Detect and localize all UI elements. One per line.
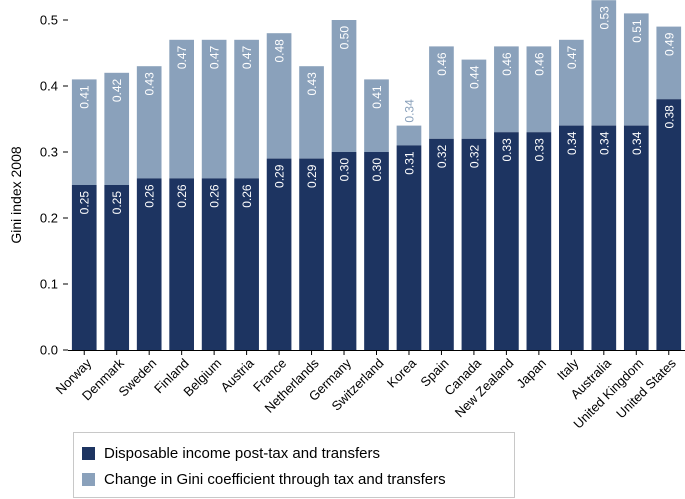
x-tick-label: Italy bbox=[554, 355, 582, 383]
data-label-change-in-gini: 0.44 bbox=[467, 65, 481, 89]
bar-disposable-income bbox=[461, 138, 487, 350]
x-tick-label: Austria bbox=[218, 355, 258, 395]
bar-disposable-income bbox=[104, 185, 130, 350]
bar-disposable-income bbox=[201, 178, 227, 350]
bars: 0.25 0.41 0.25 0.42 0.26 0.43 0.26 0.47 0.26 0.47… bbox=[71, 0, 682, 350]
legend-swatch-change-in-gini bbox=[82, 472, 95, 486]
legend: Disposable income post-tax and transfers… bbox=[73, 432, 515, 498]
y-tick-label: 0.4 bbox=[40, 79, 58, 94]
legend-item-disposable-income: Disposable income post-tax and transfers bbox=[82, 442, 380, 464]
y-tick-label: 0.5 bbox=[40, 13, 58, 28]
bar-disposable-income bbox=[494, 132, 519, 350]
data-label-change-in-gini: 0.53 bbox=[597, 6, 611, 30]
bar-change-in-gini bbox=[331, 20, 357, 152]
data-label-disposable-income: 0.25 bbox=[78, 191, 92, 215]
bar-change-in-gini bbox=[234, 39, 259, 179]
bar-disposable-income bbox=[331, 152, 357, 350]
data-label-change-in-gini: 0.50 bbox=[338, 26, 352, 50]
legend-label-disposable-income: Disposable income post-tax and transfers bbox=[104, 444, 380, 462]
gini-bar-chart: 0.00.10.20.30.40.5 Gini index 2008 0.250… bbox=[8, 0, 685, 430]
data-label-change-in-gini: 0.42 bbox=[110, 78, 124, 102]
bar-disposable-income bbox=[396, 145, 422, 350]
data-label-change-in-gini: 0.43 bbox=[143, 72, 157, 96]
data-label-disposable-income: 0.34 bbox=[565, 131, 579, 155]
data-label-disposable-income: 0.26 bbox=[143, 184, 157, 208]
data-label-disposable-income: 0.29 bbox=[273, 164, 287, 188]
bar-change-in-gini bbox=[494, 46, 519, 133]
data-label-change-in-gini: 0.47 bbox=[175, 45, 189, 69]
bar-change-in-gini bbox=[364, 79, 389, 152]
bar-disposable-income bbox=[71, 185, 97, 350]
data-label-change-in-gini: 0.41 bbox=[78, 85, 92, 109]
bar-change-in-gini bbox=[591, 0, 617, 126]
y-tick-label: 0.3 bbox=[40, 145, 58, 160]
data-label-change-in-gini: 0.51 bbox=[630, 19, 644, 43]
data-label-disposable-income: 0.26 bbox=[240, 184, 254, 208]
bar-change-in-gini bbox=[559, 39, 584, 126]
data-label-disposable-income: 0.34 bbox=[630, 131, 644, 155]
bar-disposable-income bbox=[234, 178, 259, 350]
bar-disposable-income bbox=[364, 152, 389, 350]
bar-change-in-gini bbox=[461, 59, 487, 139]
legend-item-change-in-gini: Change in Gini coefficient through tax a… bbox=[82, 468, 446, 490]
data-label-disposable-income: 0.25 bbox=[110, 191, 124, 215]
bar-change-in-gini bbox=[396, 125, 422, 146]
data-label-change-in-gini: 0.34 bbox=[402, 99, 416, 123]
bar-change-in-gini bbox=[71, 79, 97, 185]
bar-disposable-income bbox=[623, 125, 649, 350]
legend-swatch-disposable-income bbox=[82, 446, 95, 460]
bar-disposable-income bbox=[136, 178, 162, 350]
data-label-disposable-income: 0.30 bbox=[338, 158, 352, 182]
x-tick-label: Korea bbox=[384, 355, 420, 391]
bar-disposable-income bbox=[429, 138, 454, 350]
data-label-disposable-income: 0.29 bbox=[305, 164, 319, 188]
y-tick-label: 0.1 bbox=[40, 277, 58, 292]
bar-disposable-income bbox=[559, 125, 584, 350]
y-axis-title: Gini index 2008 bbox=[8, 146, 24, 244]
data-label-change-in-gini: 0.41 bbox=[370, 85, 384, 109]
bar-disposable-income bbox=[299, 158, 324, 350]
bar-change-in-gini bbox=[623, 13, 649, 126]
data-label-disposable-income: 0.33 bbox=[500, 138, 514, 162]
bar-change-in-gini bbox=[169, 39, 194, 179]
y-tick-label: 0.0 bbox=[40, 343, 58, 358]
bar-change-in-gini bbox=[429, 46, 454, 139]
data-label-disposable-income: 0.32 bbox=[467, 144, 481, 168]
data-label-change-in-gini: 0.49 bbox=[662, 32, 676, 56]
bar-change-in-gini bbox=[201, 39, 227, 179]
data-label-disposable-income: 0.38 bbox=[662, 105, 676, 129]
bar-disposable-income bbox=[266, 158, 292, 350]
y-axis: 0.0 0.1 0.2 0.3 0.4 0.5 bbox=[40, 13, 68, 358]
bar-change-in-gini bbox=[266, 33, 292, 159]
y-tick-label: 0.2 bbox=[40, 211, 58, 226]
legend-label-change-in-gini: Change in Gini coefficient through tax a… bbox=[104, 470, 446, 488]
data-label-change-in-gini: 0.46 bbox=[435, 52, 449, 76]
bar-change-in-gini bbox=[656, 26, 682, 100]
data-label-change-in-gini: 0.47 bbox=[565, 45, 579, 69]
data-label-change-in-gini: 0.48 bbox=[273, 39, 287, 63]
bar-change-in-gini bbox=[526, 46, 552, 133]
data-label-disposable-income: 0.34 bbox=[597, 131, 611, 155]
data-label-change-in-gini: 0.43 bbox=[305, 72, 319, 96]
data-label-disposable-income: 0.26 bbox=[208, 184, 222, 208]
data-label-disposable-income: 0.26 bbox=[175, 184, 189, 208]
data-label-change-in-gini: 0.46 bbox=[532, 52, 546, 76]
data-label-disposable-income: 0.31 bbox=[402, 151, 416, 175]
data-label-change-in-gini: 0.47 bbox=[208, 45, 222, 69]
bar-disposable-income bbox=[526, 132, 552, 350]
bar-change-in-gini bbox=[299, 66, 324, 159]
data-label-disposable-income: 0.33 bbox=[532, 138, 546, 162]
data-label-change-in-gini: 0.46 bbox=[500, 52, 514, 76]
data-label-disposable-income: 0.32 bbox=[435, 144, 449, 168]
data-label-change-in-gini: 0.47 bbox=[240, 45, 254, 69]
bar-change-in-gini bbox=[104, 72, 130, 185]
bar-change-in-gini bbox=[136, 66, 162, 179]
bar-disposable-income bbox=[169, 178, 194, 350]
bar-disposable-income bbox=[656, 99, 682, 350]
data-label-disposable-income: 0.30 bbox=[370, 158, 384, 182]
x-tick-label: Japan bbox=[513, 356, 549, 392]
bar-disposable-income bbox=[591, 125, 617, 350]
